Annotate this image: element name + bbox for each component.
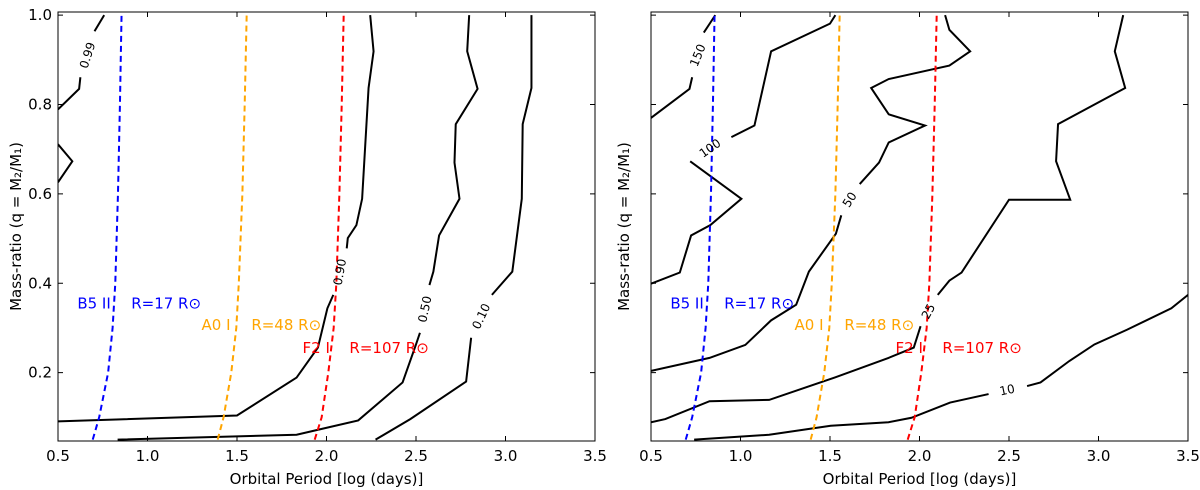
contour-0.50-segment [117, 332, 421, 441]
roche-radius-line [684, 15, 716, 440]
contour-100-segment [730, 14, 837, 139]
right-panel-contour-plot: 150 100 50 25 10 B5 II R=17 R⊙A0 I R=48 R⊙ F2 I R… [615, 11, 1200, 488]
contour-100-segment [651, 160, 744, 285]
contour-0.99-segment [58, 77, 82, 111]
x-tick-label: 3.5 [583, 447, 607, 465]
contour-0.50-segment [428, 15, 479, 286]
contour-0.90-segment [345, 15, 375, 249]
contour-0.10-segment [375, 337, 473, 441]
x-tick-label: 1.5 [225, 447, 249, 465]
contour-label: 50 [840, 189, 860, 209]
y-axis-label: Mass-ratio (q = M₂/M₁) [615, 142, 633, 311]
left-panel-contour-plot: 0.99 0.90 0.50 0.10 B5 II R=17 R⊙A0 I R=48 R⊙ F… [7, 6, 607, 488]
plot-area [58, 14, 533, 441]
y-tick-label: 1.0 [28, 6, 52, 24]
contour-label: 0.50 [415, 295, 434, 324]
contour-10-segment [1026, 294, 1188, 388]
radius-label: R=17 R⊙ [131, 294, 201, 312]
x-tick-label: 1.0 [136, 447, 160, 465]
roche-radius-line [809, 15, 841, 440]
y-axis-label: Mass-ratio (q = M₂/M₁) [7, 142, 25, 311]
y-tick-label: 0.4 [28, 274, 52, 292]
contour-0.99-segment [58, 143, 74, 183]
x-tick-label: 2.0 [315, 447, 339, 465]
y-tick-label: 0.2 [28, 364, 52, 382]
contour-50-segment [651, 215, 843, 372]
contour-label: 10 [998, 382, 1016, 399]
star-type-label: F2 I [303, 339, 330, 357]
contour-25-segment [936, 14, 1127, 296]
roche-radius-line [313, 15, 345, 440]
roche-radius-line [91, 15, 123, 440]
star-type-label: A0 I [202, 316, 231, 334]
contour-label: 25 [919, 301, 939, 321]
contour-25-segment [651, 325, 922, 424]
contour-label: 0.99 [77, 40, 99, 70]
contour-label: 0.90 [331, 258, 349, 287]
radius-label: R=107 R⊙ [942, 339, 1021, 357]
contour-150-segment [651, 77, 694, 119]
contour-50-segment [858, 14, 972, 185]
axes-frame [650, 11, 1189, 442]
contour-0.10-segment [491, 15, 533, 296]
x-tick-label: 1.5 [818, 447, 842, 465]
contour-label: 0.10 [469, 301, 493, 331]
radius-label: R=48 R⊙ [844, 316, 914, 334]
x-tick-label: 2.0 [908, 447, 932, 465]
x-tick-label: 3.5 [1176, 447, 1200, 465]
contour-10-segment [694, 393, 989, 441]
contour-label: 150 [687, 42, 709, 68]
contour-0.99-segment [93, 14, 106, 32]
star-type-label: B5 II [670, 294, 703, 312]
x-tick-label: 3.0 [1087, 447, 1111, 465]
star-type-label: B5 II [77, 294, 110, 312]
axes-frame [57, 11, 596, 442]
x-tick-label: 2.5 [997, 447, 1021, 465]
x-tick-label: 3.0 [494, 447, 518, 465]
contour-150-segment [702, 14, 717, 34]
y-tick-label: 0.6 [28, 185, 52, 203]
star-type-label: F2 I [896, 339, 923, 357]
roche-radius-line [906, 15, 938, 440]
y-tick-label: 0.8 [28, 96, 52, 114]
contour-label: 100 [697, 136, 724, 161]
radius-label: R=48 R⊙ [251, 316, 321, 334]
x-tick-label: 0.5 [46, 447, 70, 465]
contour-0.90-segment [58, 294, 335, 423]
plot-area [651, 14, 1188, 441]
x-tick-label: 0.5 [639, 447, 663, 465]
radius-label: R=107 R⊙ [349, 339, 428, 357]
x-tick-label: 2.5 [404, 447, 428, 465]
x-axis-label: Orbital Period [log (days)] [823, 470, 1017, 488]
radius-label: R=17 R⊙ [724, 294, 794, 312]
star-type-label: A0 I [795, 316, 824, 334]
roche-radius-line [216, 15, 248, 440]
x-axis-label: Orbital Period [log (days)] [230, 470, 424, 488]
x-tick-label: 1.0 [729, 447, 753, 465]
